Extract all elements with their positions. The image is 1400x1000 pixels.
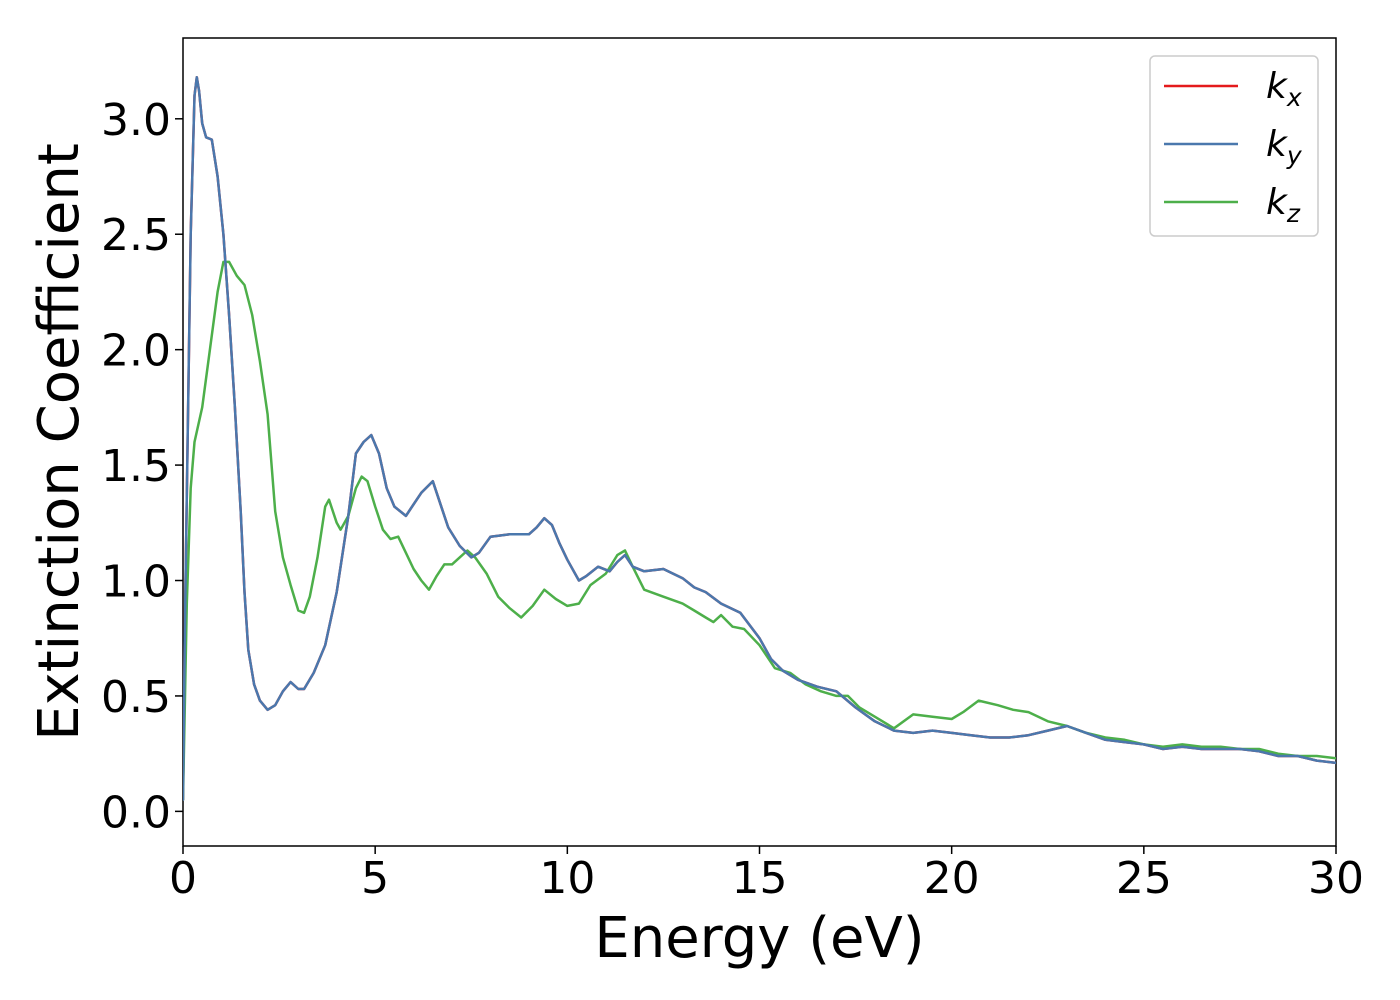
legend-label-kz: kz — [1266, 182, 1301, 228]
y-axis-ticks: 0.0 0.5 1.0 1.5 2.0 2.5 3.0 — [101, 95, 183, 838]
y-tick-label: 3.0 — [101, 95, 171, 146]
x-axis-ticks: 0 5 10 15 20 25 30 — [169, 846, 1364, 904]
y-tick-label: 2.0 — [101, 326, 171, 377]
x-tick-label: 20 — [924, 853, 980, 904]
series-layer — [183, 75, 1336, 802]
legend-label-ky: ky — [1266, 124, 1303, 170]
y-tick-label: 1.5 — [101, 441, 171, 492]
x-tick-label: 30 — [1308, 853, 1364, 904]
y-tick-label: 0.5 — [101, 672, 171, 723]
legend-box — [1149, 55, 1319, 237]
series-line-ky — [183, 75, 1336, 802]
y-tick-label: 2.5 — [101, 210, 171, 261]
y-tick-label: 0.0 — [101, 787, 171, 838]
y-axis-title: Extinction Coefficient — [27, 143, 92, 741]
x-tick-label: 25 — [1116, 853, 1172, 904]
x-tick-label: 10 — [539, 853, 595, 904]
x-tick-label: 5 — [361, 853, 389, 904]
legend: kx ky kz — [1149, 55, 1319, 237]
legend-label-kx: kx — [1266, 66, 1302, 112]
x-tick-label: 15 — [732, 853, 788, 904]
x-axis-title: Energy (eV) — [594, 906, 924, 971]
y-tick-label: 1.0 — [101, 557, 171, 608]
x-tick-label: 0 — [169, 853, 197, 904]
series-line-kz — [183, 260, 1336, 802]
